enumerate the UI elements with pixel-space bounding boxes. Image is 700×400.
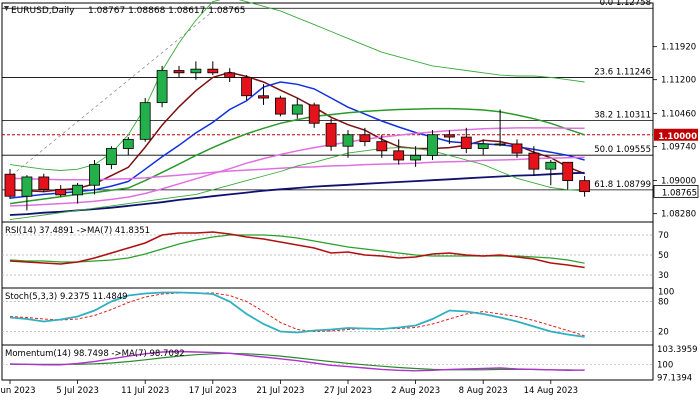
candle-body: [156, 70, 168, 104]
candle-body: [460, 136, 472, 149]
x-tick-label: 5 Jul 2023: [56, 386, 99, 396]
candle-body: [410, 154, 422, 161]
rsi-title: RSI(14) 37.4891 ->MA(7) 41.8351: [5, 226, 150, 236]
momentum-ma-line: [10, 352, 585, 371]
candle-body: [579, 180, 590, 193]
momentum-tick-label: 97.1394: [657, 373, 692, 383]
stoch-panel: [2, 291, 653, 338]
x-tick-label: 29 Jun 2023: [0, 386, 36, 396]
candle-body: [494, 143, 506, 146]
fib-level-label: 23.6 1.11246: [594, 68, 651, 78]
y-tick-label: 1.10460: [661, 110, 696, 120]
stoch-tick-label: 100: [658, 288, 674, 298]
candle-body: [122, 138, 134, 149]
candle-body: [562, 161, 574, 182]
overlay-sma10: [9, 81, 585, 199]
fib-level-label: 38.2 1.10311: [594, 110, 651, 120]
candle-body: [173, 70, 185, 74]
momentum-tick-label: 103.3959: [657, 345, 698, 355]
last-price-box: [653, 185, 699, 198]
candle-body: [359, 134, 371, 143]
stoch-d-line: [9, 292, 585, 337]
y-tick-label: 1.11920: [661, 43, 696, 53]
y-tick-label: 1.11200: [661, 76, 696, 86]
rsi-line: [9, 231, 585, 269]
candle-body: [308, 104, 320, 124]
candle-body: [528, 152, 540, 170]
candle-body: [477, 143, 489, 149]
momentum-title: Momentum(14) 98.7498 ->MA(7) 98.7092: [5, 349, 185, 359]
candle-body: [4, 173, 16, 197]
candle-body: [325, 122, 337, 147]
overlay-sma100: [9, 171, 585, 216]
candle-body: [427, 134, 438, 156]
symbol-title: EURUSD,Daily: [11, 6, 75, 16]
candle-body: [443, 134, 455, 138]
rsi-tick-label: 30: [658, 271, 669, 281]
fib-level-label: 61.8 1.08799: [594, 180, 651, 190]
candle-body: [376, 141, 388, 152]
overlay-bb-upper: [9, 0, 585, 171]
stoch-tick-label: 80: [658, 298, 669, 308]
candle-body: [72, 184, 83, 196]
stoch-title: Stoch(5,3,3) 9.2375 11.4849: [5, 292, 128, 302]
candle-body: [342, 134, 354, 147]
x-tick-label: 8 Aug 2023: [459, 386, 508, 396]
level-price-box: [654, 128, 698, 141]
y-tick-label: 1.09740: [661, 143, 696, 153]
candle-body: [224, 72, 236, 78]
fib-trendline: [11, 11, 213, 176]
candle-body: [55, 188, 67, 196]
level-price-label: 1.10000: [658, 132, 697, 142]
x-tick-label: 2 Aug 2023: [391, 386, 440, 396]
x-tick-label: 11 Jul 2023: [121, 386, 169, 396]
x-tick-label: 21 Jul 2023: [256, 386, 304, 396]
ohlc-readout: 1.08767 1.08868 1.08617 1.08765: [88, 6, 245, 16]
fib-level-label: 50.0 1.09555: [594, 145, 651, 155]
candle-body: [89, 164, 100, 186]
fib-level-label: 0.0 1.12758: [600, 0, 651, 8]
overlay-sma20: [9, 107, 585, 205]
overlay-bb-lower: [9, 147, 585, 221]
candle-body: [139, 102, 151, 140]
x-tick-label: 17 Jul 2023: [189, 386, 237, 396]
momentum-tick-label: 100: [657, 360, 673, 370]
candle-body: [207, 68, 219, 74]
stoch-tick-label: 20: [658, 328, 669, 338]
x-tick-label: 27 Jul 2023: [324, 386, 372, 396]
candle-body: [106, 148, 117, 165]
rsi-tick-label: 70: [658, 231, 669, 241]
candle-body: [291, 104, 303, 115]
candle-body: [190, 68, 202, 74]
candle-body: [393, 150, 405, 161]
rsi-tick-label: 50: [658, 251, 669, 261]
candle-body: [21, 176, 33, 197]
candle-body: [274, 97, 286, 115]
y-tick-label: 1.09000: [661, 177, 696, 187]
x-tick-label: 14 Aug 2023: [524, 386, 578, 396]
price-panel: 0.0 1.12758 23.6 1.11246 38.2 1.10311 50.0 …: [2, 0, 653, 221]
candle-body: [545, 161, 557, 170]
overlay-sma55: [9, 127, 585, 207]
rsi-panel: [2, 231, 653, 276]
momentum-line: [9, 350, 585, 372]
overlay-sma90b: [9, 156, 585, 181]
momentum-panel: [2, 350, 653, 372]
stoch-k-line: [9, 291, 585, 338]
candle-body: [511, 143, 523, 154]
last-price-label: 1.08765: [662, 188, 697, 198]
chart-icon: [4, 6, 9, 11]
axes: 1.11920 1.11200 1.10460 1.09740 1.09000 1.082…: [0, 43, 699, 396]
y-tick-label: 1.08280: [661, 210, 696, 220]
overlay-sma5: [9, 71, 585, 193]
candle-body: [241, 77, 253, 97]
candle-body: [258, 95, 269, 99]
candle-body: [38, 176, 50, 190]
